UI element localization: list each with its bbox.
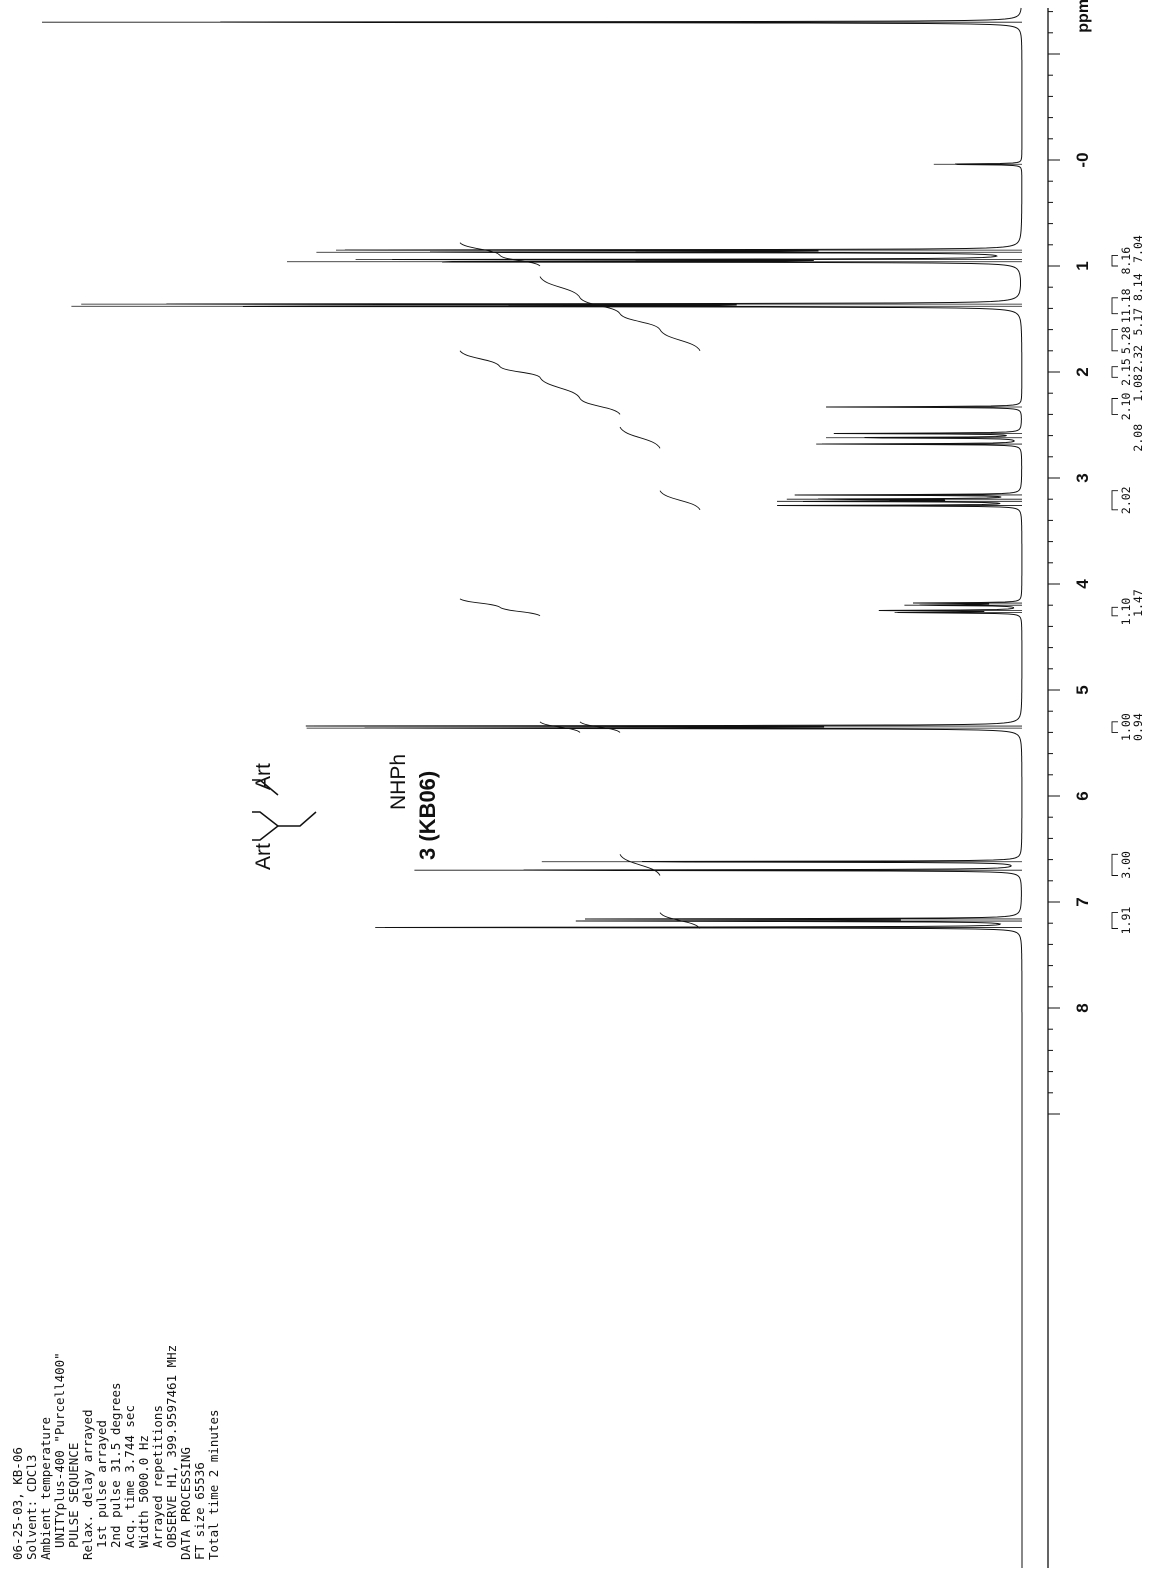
integral-curve: [459, 242, 501, 256]
params-line: 2nd pulse 31.5 degrees: [108, 1382, 123, 1548]
params-line: Arrayed repetitions: [150, 1405, 165, 1548]
tick-label: 3: [1073, 473, 1092, 482]
integral-curve: [579, 398, 621, 415]
ppm-axis: 8 7 6 5 4 3 2 1 -0 ppm: [1047, 0, 1092, 1568]
integral-curve: [539, 276, 581, 299]
integral-curve: [539, 721, 581, 733]
integral-value: 2.15: [1119, 358, 1133, 386]
structure-art-left: Art: [252, 843, 275, 870]
integral-curve: [619, 426, 661, 449]
integral-curve: [499, 606, 541, 617]
tick-label: ppm: [1075, 0, 1092, 33]
acquisition-parameters: 06-25-03, KB-06 Solvent: CDCl3 Ambient te…: [10, 1345, 221, 1560]
tick-label: 8: [1073, 1003, 1092, 1012]
integral-values: 1.91 3.00 1.000.94 1.101.47 2.02 2.08 2.101.08…: [1111, 235, 1145, 935]
structure-bonds: [252, 779, 317, 841]
params-line: Width 5000.0 Hz: [136, 1435, 151, 1548]
integral-bracket: [1111, 912, 1118, 929]
integral-value: 2.02: [1119, 486, 1133, 514]
integral-value: 7.04: [1131, 235, 1145, 263]
integral-curve: [659, 490, 701, 511]
params-line: Total time 2 minutes: [206, 1409, 221, 1560]
params-line: OBSERVE H1, 399.9597461 MHz: [164, 1345, 179, 1548]
integral-value: 1.47: [1131, 589, 1145, 617]
integral-value: 2.08: [1131, 424, 1145, 452]
integral-value: 5.17: [1131, 308, 1145, 336]
integral-curve: [619, 313, 661, 330]
tick-label: 5: [1073, 685, 1092, 694]
integral-curves: [459, 242, 701, 929]
params-lines: Solvent: CDCl3 Ambient temperature UNITYpl…: [24, 1345, 221, 1560]
structure-art-right: Art: [252, 763, 275, 790]
integral-value: 2.10: [1119, 393, 1133, 421]
integral-value: 0.94: [1131, 713, 1145, 741]
tick-label: 7: [1073, 897, 1092, 906]
tick-label: 1: [1073, 261, 1092, 270]
integral-bracket: [1111, 366, 1118, 378]
integral-bracket: [1111, 254, 1118, 267]
integral-curve: [459, 350, 501, 368]
params-line: DATA PROCESSING: [178, 1447, 193, 1560]
params-header: 06-25-03, KB-06: [10, 1447, 25, 1560]
integral-curve: [579, 297, 621, 315]
params-line: Relax. delay arrayed: [80, 1409, 95, 1560]
integral-bracket: [1111, 853, 1118, 876]
params-line: Acq. time 3.744 sec: [122, 1405, 137, 1548]
tick-label: 6: [1073, 791, 1092, 800]
params-line: PULSE SEQUENCE: [66, 1443, 81, 1548]
integral-value: 8.16: [1119, 247, 1133, 275]
compound-label: 3 (KB06): [415, 771, 440, 860]
integral-curve: [539, 377, 581, 399]
params-line: Solvent: CDCl3: [24, 1455, 39, 1560]
integral-bracket: [1111, 721, 1118, 733]
integral-curve: [499, 366, 541, 378]
integral-value: 3.00: [1119, 851, 1133, 879]
params-line: Ambient temperature: [38, 1417, 53, 1560]
integral-value: 1.91: [1119, 907, 1133, 935]
integral-curve: [659, 329, 701, 352]
integral-bracket: [1111, 329, 1118, 352]
params-line: FT size 65536: [192, 1462, 207, 1560]
integral-bracket: [1111, 606, 1118, 617]
spectrum-trace: [42, 7, 1023, 1568]
integral-bracket: [1111, 398, 1118, 415]
tick-label: 2: [1073, 367, 1092, 376]
integral-value: 2.32: [1131, 345, 1145, 373]
integral-curve: [459, 598, 501, 608]
tick-label: -0: [1073, 152, 1092, 167]
integral-value: 11.18: [1119, 288, 1133, 323]
integral-curve: [499, 255, 541, 267]
integral-bracket: [1111, 490, 1118, 511]
integral-value: 1.10: [1119, 598, 1133, 626]
integral-curve: [619, 854, 661, 876]
integral-curve: [579, 721, 621, 733]
params-line: UNITYplus-400 "Purcell400": [52, 1352, 67, 1548]
chemical-structure: Art Art NHPh 3 (KB06): [252, 754, 440, 870]
structure-nhph: NHPh: [387, 754, 410, 810]
params-line: 1st pulse arrayed: [94, 1420, 109, 1548]
integral-value: 1.00: [1119, 713, 1133, 741]
integral-bracket: [1111, 297, 1118, 315]
integral-curve: [659, 912, 701, 929]
integral-value: 5.28: [1119, 326, 1133, 354]
integral-value: 1.08: [1131, 374, 1145, 402]
tick-label: 4: [1073, 579, 1092, 589]
spectrum-line: [166, 7, 1023, 1568]
integral-value: 8.14: [1131, 273, 1145, 301]
